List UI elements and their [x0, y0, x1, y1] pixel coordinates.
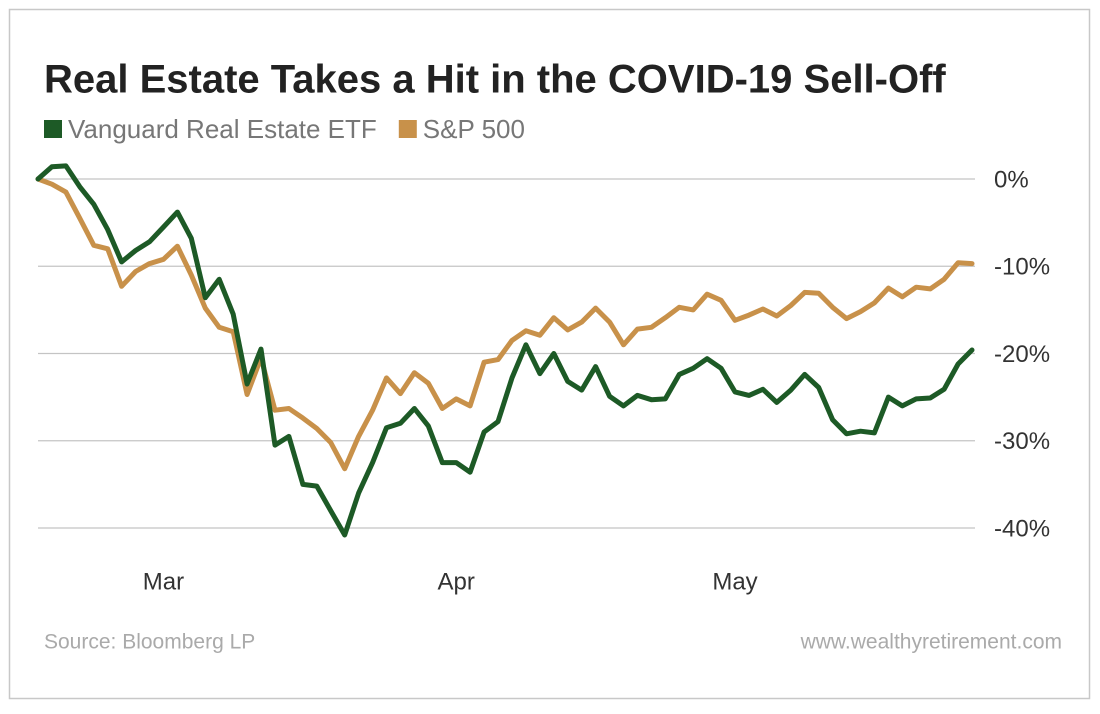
legend-swatch: [398, 120, 417, 138]
x-tick-label: Mar: [143, 568, 184, 595]
y-tick-label: 0%: [994, 166, 1029, 193]
y-tick-label: -30%: [994, 428, 1050, 455]
x-tick-label: May: [712, 568, 757, 595]
y-tick-label: -20%: [994, 341, 1050, 368]
legend-swatch: [44, 120, 62, 138]
x-tick-label: Apr: [438, 568, 475, 595]
chart-title: Real Estate Takes a Hit in the COVID-19 …: [44, 58, 946, 102]
legend: Vanguard Real Estate ETF S&P 500: [44, 114, 525, 144]
series-line: [35, 176, 975, 472]
legend-label: Vanguard Real Estate ETF: [68, 114, 377, 144]
legend-label: S&P 500: [423, 114, 525, 144]
source: Source: Bloomberg LP: [44, 631, 255, 654]
series-line: [35, 163, 975, 538]
credit: www.wealthyretirement.com: [800, 631, 1062, 654]
y-tick-label: -40%: [994, 515, 1050, 542]
y-tick-label: -10%: [994, 254, 1050, 281]
